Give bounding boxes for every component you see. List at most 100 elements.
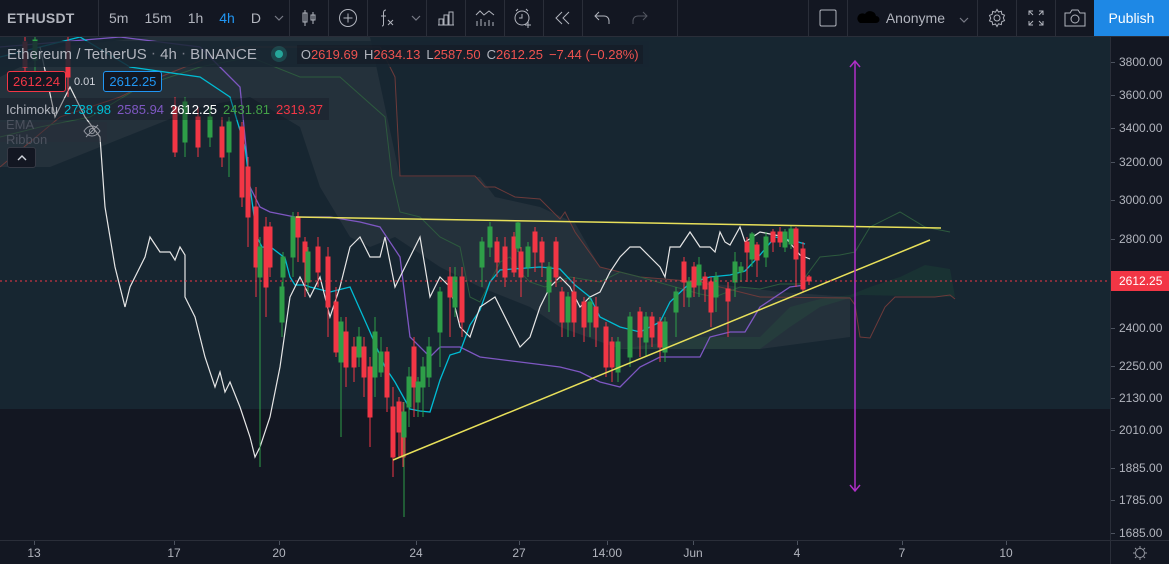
resistance-trendline[interactable]	[295, 216, 942, 229]
time-label: 14:00	[591, 546, 623, 560]
price-label: 3400.00	[1119, 121, 1163, 135]
support-trendline[interactable]	[392, 239, 931, 461]
axis-settings-button[interactable]	[1110, 540, 1169, 564]
time-label: 20	[272, 546, 286, 560]
market-status-icon[interactable]	[270, 46, 287, 62]
price-label: 3600.00	[1119, 88, 1163, 102]
price-plot	[0, 37, 1110, 517]
price-label: 3200.00	[1119, 155, 1163, 169]
compare-plus-icon[interactable]	[329, 0, 367, 36]
ema-ribbon-label: EMA Ribbon	[6, 117, 48, 147]
chevron-down-icon	[959, 10, 969, 26]
settings-gear-icon[interactable]	[978, 0, 1016, 36]
price-label: 1685.00	[1119, 526, 1163, 540]
price-axis[interactable]: 3800.00 3600.00 3400.00 3200.00 3000.00 …	[1110, 37, 1169, 540]
chikou-span-line	[39, 46, 811, 459]
sell-bid-button[interactable]: 2612.24	[7, 71, 66, 92]
interval-4h[interactable]: 4h	[219, 10, 235, 26]
current-price-badge: 2612.25	[1111, 271, 1169, 291]
buy-ask-button[interactable]: 2612.25	[103, 71, 163, 92]
indicators-fx-icon[interactable]	[368, 0, 406, 36]
symbol-search-button[interactable]: ETHUSDT	[0, 0, 99, 36]
layout-group	[807, 0, 848, 36]
ichimoku-lead2: 2319.37	[276, 101, 324, 117]
interval-d[interactable]: D	[250, 10, 261, 26]
layout-name-dropdown[interactable]: Anonyme	[848, 0, 978, 36]
financials-bars-icon[interactable]	[427, 0, 465, 36]
financials-group	[427, 0, 466, 36]
price-label: 2010.00	[1119, 423, 1163, 437]
price-label: 2800.00	[1119, 232, 1163, 246]
bid-ask-row: 2612.24 0.01 2612.25	[7, 71, 649, 92]
hidden-eye-icon[interactable]	[83, 124, 101, 141]
ichimoku-label: Ichimoku	[6, 101, 59, 117]
templates-icon[interactable]	[466, 0, 504, 36]
fullscreen-group	[1017, 0, 1056, 36]
kijun-sen-line	[0, 37, 806, 388]
fx-dropdown-icon[interactable]	[406, 0, 426, 36]
collapse-legend-button[interactable]	[7, 147, 36, 168]
price-label: 3800.00	[1119, 55, 1163, 69]
time-label: 13	[27, 546, 41, 560]
top-toolbar: ETHUSDT 5m 15m 1h 4h D	[0, 0, 1169, 37]
undo-icon[interactable]	[583, 0, 621, 36]
high-label: H	[363, 46, 374, 62]
price-label: 1885.00	[1119, 461, 1163, 475]
camera-snapshot-icon[interactable]	[1056, 0, 1094, 36]
ichimoku-legend-row[interactable]: Ichimoku 2738.98 2585.94 2612.25 2431.81…	[0, 98, 330, 120]
time-label: 24	[409, 546, 423, 560]
price-range-measure[interactable]	[849, 59, 861, 493]
ichimoku-cloud-bullish	[620, 265, 955, 349]
ohlc-values: O2619.69 H2634.13 L2587.50 C2612.25 −7.4…	[296, 44, 643, 64]
high-value: 2634.13	[373, 46, 421, 62]
candles	[22, 37, 812, 517]
close-value: 2612.25	[495, 46, 543, 62]
senkou-span-a-line	[0, 56, 951, 303]
interval-group: 5m 15m 1h 4h D	[99, 0, 290, 36]
alert-group	[505, 0, 544, 36]
price-label: 1785.00	[1119, 493, 1163, 507]
ichimoku-cloud-bearish	[0, 37, 850, 349]
price-label: 3000.00	[1119, 193, 1163, 207]
symbol-label: ETHUSDT	[7, 10, 75, 26]
low-value: 2587.50	[433, 46, 481, 62]
cloud-icon	[856, 10, 880, 27]
ema-ribbon-legend-row[interactable]: EMA Ribbon	[0, 117, 107, 147]
settings-group	[978, 0, 1017, 36]
ichimoku-lagging: 2612.25	[170, 101, 218, 117]
time-label: 27	[512, 546, 526, 560]
open-label: O	[300, 46, 311, 62]
templates-group	[466, 0, 505, 36]
layout-square-icon[interactable]	[809, 0, 847, 36]
toolbar-spacer	[678, 0, 808, 36]
interval-5m[interactable]: 5m	[109, 10, 129, 26]
time-label: 17	[167, 546, 181, 560]
chart-pane[interactable]: Ethereum / TetherUS · 4h · BINANCE O2619…	[0, 37, 1110, 540]
alert-clock-icon[interactable]	[505, 0, 543, 36]
indicators-group	[368, 0, 427, 36]
publish-button[interactable]: Publish	[1094, 0, 1169, 36]
candles-chart-type-icon[interactable]	[290, 0, 328, 36]
time-label: 7	[898, 546, 906, 560]
interval-dropdown-icon[interactable]	[269, 0, 289, 36]
interval-15m[interactable]: 15m	[144, 10, 172, 26]
close-label: C	[486, 46, 496, 62]
legend-interval: 4h	[160, 45, 177, 63]
replay-group	[544, 0, 583, 36]
price-label: 2250.00	[1119, 359, 1163, 373]
redo-icon[interactable]	[621, 0, 659, 36]
snapshot-group	[1056, 0, 1094, 36]
fullscreen-icon[interactable]	[1017, 0, 1055, 36]
symbol-legend-row: Ethereum / TetherUS · 4h · BINANCE O2619…	[0, 41, 649, 67]
legend-symbol-title[interactable]: Ethereum / TetherUS	[7, 45, 147, 63]
legend-separator: ·	[180, 45, 187, 62]
low-label: L	[426, 46, 434, 62]
time-axis[interactable]: 13 17 20 24 27 14:00 Jun 4 7 10	[0, 540, 1110, 564]
legend-separator: ·	[150, 45, 157, 62]
sun-settings-icon	[1133, 545, 1147, 560]
replay-rewind-icon[interactable]	[544, 0, 582, 36]
ichimoku-base: 2585.94	[117, 101, 165, 117]
legend-exchange: BINANCE	[190, 45, 257, 63]
interval-1h[interactable]: 1h	[187, 10, 204, 26]
time-label: Jun	[683, 546, 703, 560]
